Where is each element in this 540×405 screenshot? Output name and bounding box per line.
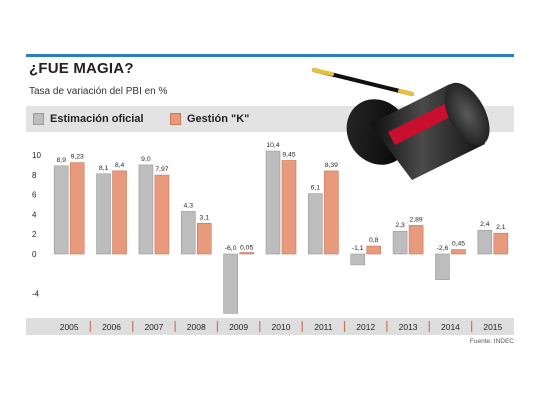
data-label-official: 2,3 xyxy=(395,222,405,229)
x-tick-label: 2015 xyxy=(483,322,502,332)
data-label-k: 7,97 xyxy=(155,166,168,173)
magic-top-hat-icon xyxy=(300,62,500,192)
data-label-k: 9,45 xyxy=(282,151,295,158)
x-tick-label: 2009 xyxy=(229,322,248,332)
data-label-k: 2,1 xyxy=(496,224,506,231)
legend-swatch-k xyxy=(170,113,181,125)
chart-subtitle: Tasa de variación del PBI en % xyxy=(29,86,168,97)
data-label-k: 0,45 xyxy=(452,241,465,248)
data-label-k: 0,8 xyxy=(369,237,379,244)
data-label-k: 8,39 xyxy=(325,162,338,169)
y-tick-label: 8 xyxy=(32,171,37,180)
bar-official xyxy=(350,253,366,266)
bar-official xyxy=(477,229,493,255)
bar-official xyxy=(138,164,154,255)
data-label-official: -6,0 xyxy=(225,245,237,252)
y-tick-label: 6 xyxy=(32,191,37,200)
data-label-official: 6,1 xyxy=(311,185,321,192)
data-label-k: 3,1 xyxy=(200,214,210,221)
x-tick-label: 2012 xyxy=(356,322,375,332)
bar-k xyxy=(493,232,509,255)
bar-official xyxy=(392,230,408,255)
bar-k xyxy=(408,225,424,255)
y-tick-label: 4 xyxy=(32,210,37,219)
bar-official xyxy=(180,211,196,255)
x-tick-label: 2014 xyxy=(441,322,460,332)
x-tick-label: 2010 xyxy=(272,322,291,332)
data-label-official: 2,4 xyxy=(480,221,490,228)
data-label-official: 4,3 xyxy=(184,202,194,209)
data-label-official: 8,9 xyxy=(56,157,66,164)
data-label-k: 9,23 xyxy=(71,154,84,161)
bar-k xyxy=(239,252,254,255)
bar-official xyxy=(308,193,323,255)
bar-k xyxy=(451,249,466,255)
data-label-k: 8,4 xyxy=(115,162,125,169)
bar-official xyxy=(265,150,281,255)
x-tick-label: 2005 xyxy=(60,322,79,332)
chart-title: ¿FUE MAGIA? xyxy=(29,60,134,77)
data-label-official: 9,0 xyxy=(141,156,151,163)
x-axis-band xyxy=(26,318,514,335)
data-label-official: 10,4 xyxy=(266,142,279,149)
bar-official xyxy=(435,253,450,281)
bar-k xyxy=(324,170,339,255)
y-tick-label: 10 xyxy=(32,151,41,160)
bar-k xyxy=(281,160,297,255)
bar-k xyxy=(196,223,212,255)
y-tick-label: 0 xyxy=(32,250,37,259)
title-rule xyxy=(26,54,514,57)
source-note: Fuente: INDEC xyxy=(469,338,514,345)
bar-k xyxy=(366,245,382,255)
bar-k xyxy=(112,170,127,255)
bar-k xyxy=(69,162,85,255)
x-tick-label: 2008 xyxy=(187,322,206,332)
y-tick-label: 2 xyxy=(32,230,37,239)
data-label-official: 8,1 xyxy=(99,165,109,172)
x-tick-label: 2007 xyxy=(144,322,163,332)
legend-label-official: Estimación oficial xyxy=(50,113,144,125)
data-label-official: -1,1 xyxy=(352,245,364,252)
legend-label-k: Gestión "K" xyxy=(187,113,250,125)
bar-official xyxy=(223,253,238,314)
y-tick-label: -4 xyxy=(32,290,40,299)
data-label-k: 0,05 xyxy=(240,245,253,252)
bar-k xyxy=(154,174,170,255)
bar-official xyxy=(96,173,111,255)
bar-official xyxy=(53,165,69,255)
data-label-official: -2,6 xyxy=(437,245,449,252)
legend-swatch-official xyxy=(33,113,44,125)
x-tick-label: 2006 xyxy=(102,322,121,332)
x-tick-label: 2011 xyxy=(314,322,333,332)
x-tick-label: 2013 xyxy=(399,322,418,332)
data-label-k: 2,89 xyxy=(409,216,422,223)
